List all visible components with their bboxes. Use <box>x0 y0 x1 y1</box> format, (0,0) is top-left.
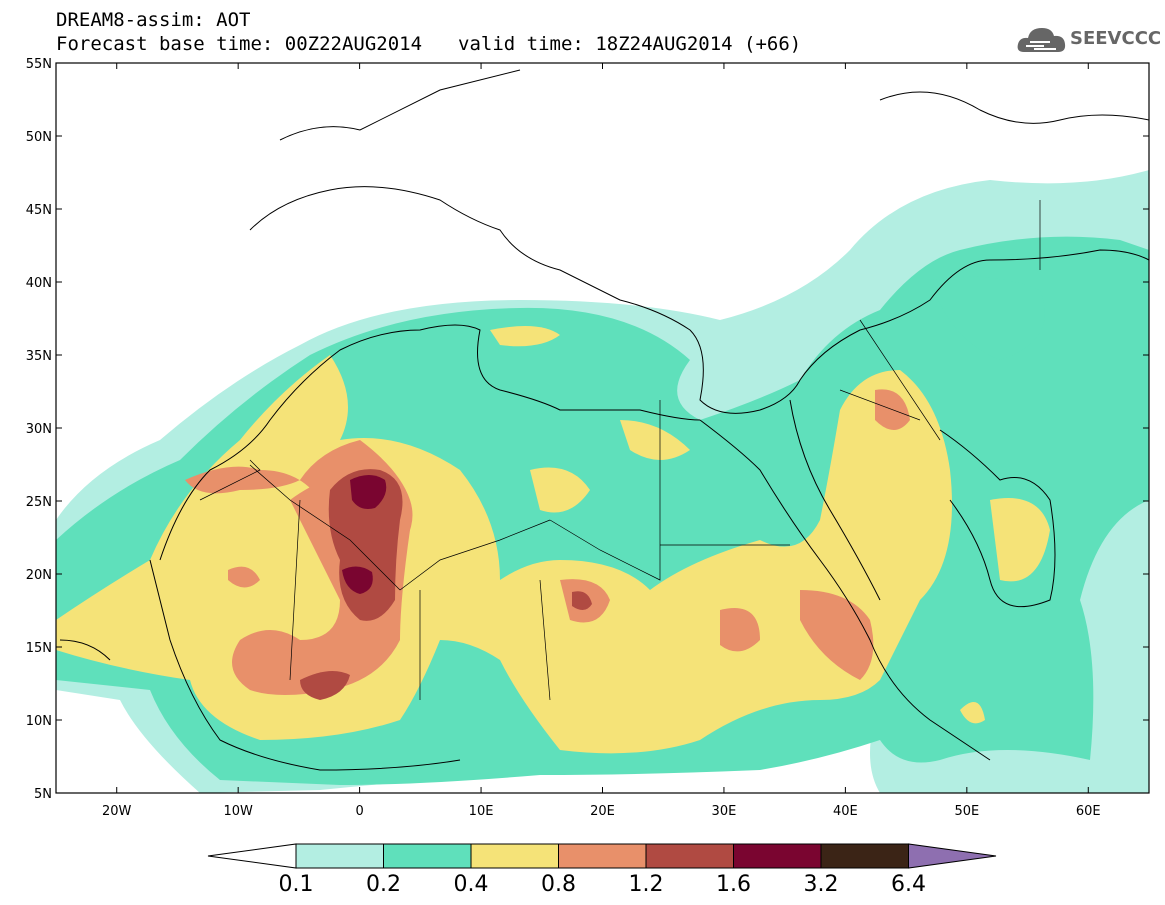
colorbar-label: 0.8 <box>541 872 576 897</box>
colorbar-label: 0.2 <box>366 872 401 897</box>
lat-label: 30N <box>26 422 52 437</box>
lat-label: 15N <box>26 641 52 656</box>
lon-label: 40E <box>833 804 858 819</box>
colorbar-label: 0.4 <box>453 872 489 897</box>
aot-band-1.6 <box>342 475 387 594</box>
coastlines <box>59 69 1149 771</box>
lat-label: 55N <box>26 57 52 72</box>
lon-label: 50E <box>954 804 979 819</box>
colorbar-label: 0.1 <box>278 872 314 897</box>
seevccc-logo: SEEVCCC <box>1016 22 1161 58</box>
axis-ticks: 55N 50N 45N 40N 35N 30N 25N 20N 15N 10N 5N 20W 10W 0 1… <box>26 57 1149 819</box>
colorbar-label: 1.2 <box>628 872 664 897</box>
lon-label: 0 <box>355 804 363 819</box>
lon-label: 10E <box>469 804 494 819</box>
cloud-icon <box>1017 28 1066 52</box>
title-line2: Forecast base time: 00Z22AUG2014 valid ti… <box>56 34 801 54</box>
lon-label: 20E <box>590 804 615 819</box>
lat-label: 50N <box>26 130 52 145</box>
lon-label: 10W <box>223 804 253 819</box>
title-line1: DREAM8-assim: AOT <box>56 9 251 31</box>
lat-label: 25N <box>26 495 52 510</box>
valid-time: valid time: 18Z24AUG2014 (+66) <box>458 33 802 55</box>
political-borders <box>199 200 1041 701</box>
lat-label: 20N <box>26 568 52 583</box>
lon-label: 60E <box>1076 804 1101 819</box>
base-time: Forecast base time: 00Z22AUG2014 <box>56 33 423 55</box>
lat-label: 40N <box>26 276 52 291</box>
colorbar-label: 3.2 <box>803 872 839 897</box>
colorbar-label: 6.4 <box>891 872 926 897</box>
lon-label: 20W <box>102 804 132 819</box>
lat-label: 5N <box>34 787 52 802</box>
lon-label: 30E <box>712 804 737 819</box>
lat-label: 10N <box>26 714 52 729</box>
logo-text: SEEVCCC <box>1070 28 1162 49</box>
lat-label: 45N <box>26 203 52 218</box>
colorbar-label: 1.6 <box>716 872 751 897</box>
lat-label: 35N <box>26 349 52 364</box>
